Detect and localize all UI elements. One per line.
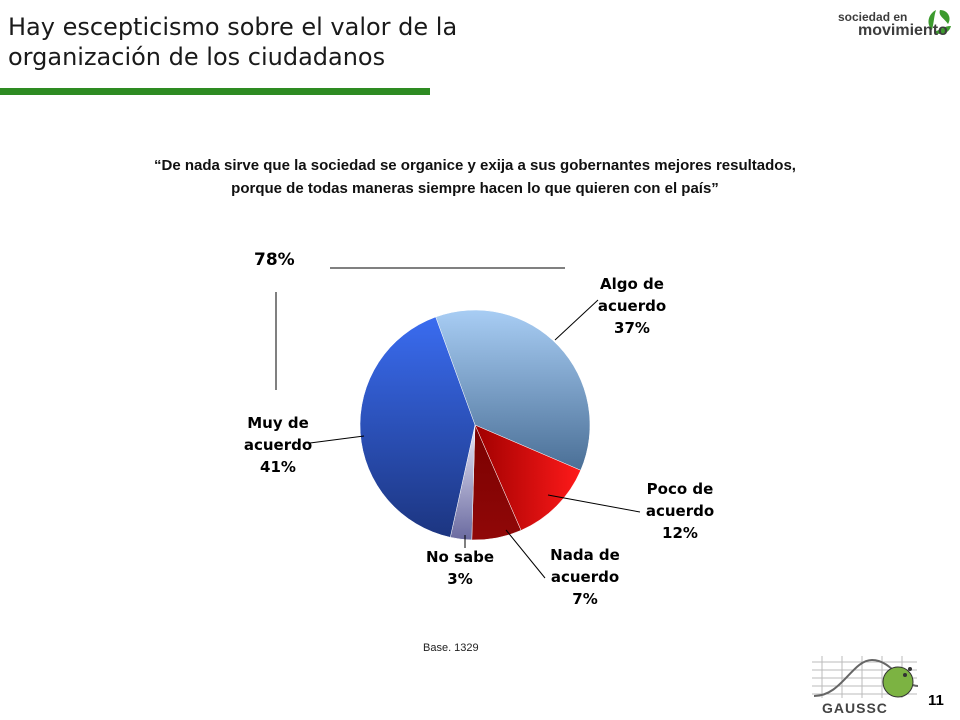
gaussc-logo-text: GAUSSC (822, 700, 888, 716)
base-note: Base. 1329 (423, 642, 479, 654)
gaussc-logo-icon (812, 656, 919, 698)
brand-line-2: movimiento (858, 22, 948, 39)
slice-label-text: Nada de (550, 546, 620, 564)
title-line-2: organización de los ciudadanos (8, 43, 386, 71)
slice-label-text: acuerdo (550, 568, 620, 586)
slice-label-text: acuerdo (243, 436, 313, 454)
leader-algo (554, 299, 599, 341)
survey-question: “De nada sirve que la sociedad se organi… (60, 154, 890, 200)
slice-label-algo: Algo de acuerdo 37% (592, 273, 672, 339)
slice-label-text: Poco de (646, 480, 714, 498)
leader-muy (309, 435, 365, 444)
slice-label-text: No sabe (425, 548, 495, 566)
slice-value: 41% (260, 458, 296, 476)
slice-label-no-sabe: No sabe 3% (418, 546, 502, 590)
title-underline (0, 88, 430, 95)
slice-label-poco: Poco de acuerdo 12% (640, 478, 720, 544)
slice-algo-de-acuerdo (435, 309, 591, 471)
leader-poco (547, 494, 641, 513)
swirl-logo-icon (928, 10, 951, 34)
slice-value: 37% (614, 319, 650, 337)
page-number: 11 (928, 692, 944, 709)
title-line-1: Hay escepticismo sobre el valor de la (8, 13, 458, 41)
question-line-2: porque de todas maneras siempre hacen lo… (231, 180, 719, 197)
slice-label-muy: Muy de acuerdo 41% (238, 412, 318, 478)
brand-line-1: sociedad en (838, 10, 908, 24)
cumulative-annotation: 78% (254, 250, 295, 270)
slice-poco-de-acuerdo (474, 424, 582, 531)
slice-value: 7% (572, 590, 598, 608)
slice-label-text: acuerdo (597, 297, 667, 315)
slice-value: 12% (662, 524, 698, 542)
slice-label-text: Muy de (247, 414, 309, 432)
question-line-1: “De nada sirve que la sociedad se organi… (154, 157, 796, 174)
leader-nada (505, 529, 546, 579)
slice-label-nada: Nada de acuerdo 7% (543, 544, 627, 610)
slice-label-text: acuerdo (645, 502, 715, 520)
slice-value: 3% (447, 570, 473, 588)
slice-muy-de-acuerdo (359, 316, 476, 538)
slice-label-text: Algo de (600, 275, 664, 293)
page-title: Hay escepticismo sobre el valor de la or… (8, 12, 608, 72)
